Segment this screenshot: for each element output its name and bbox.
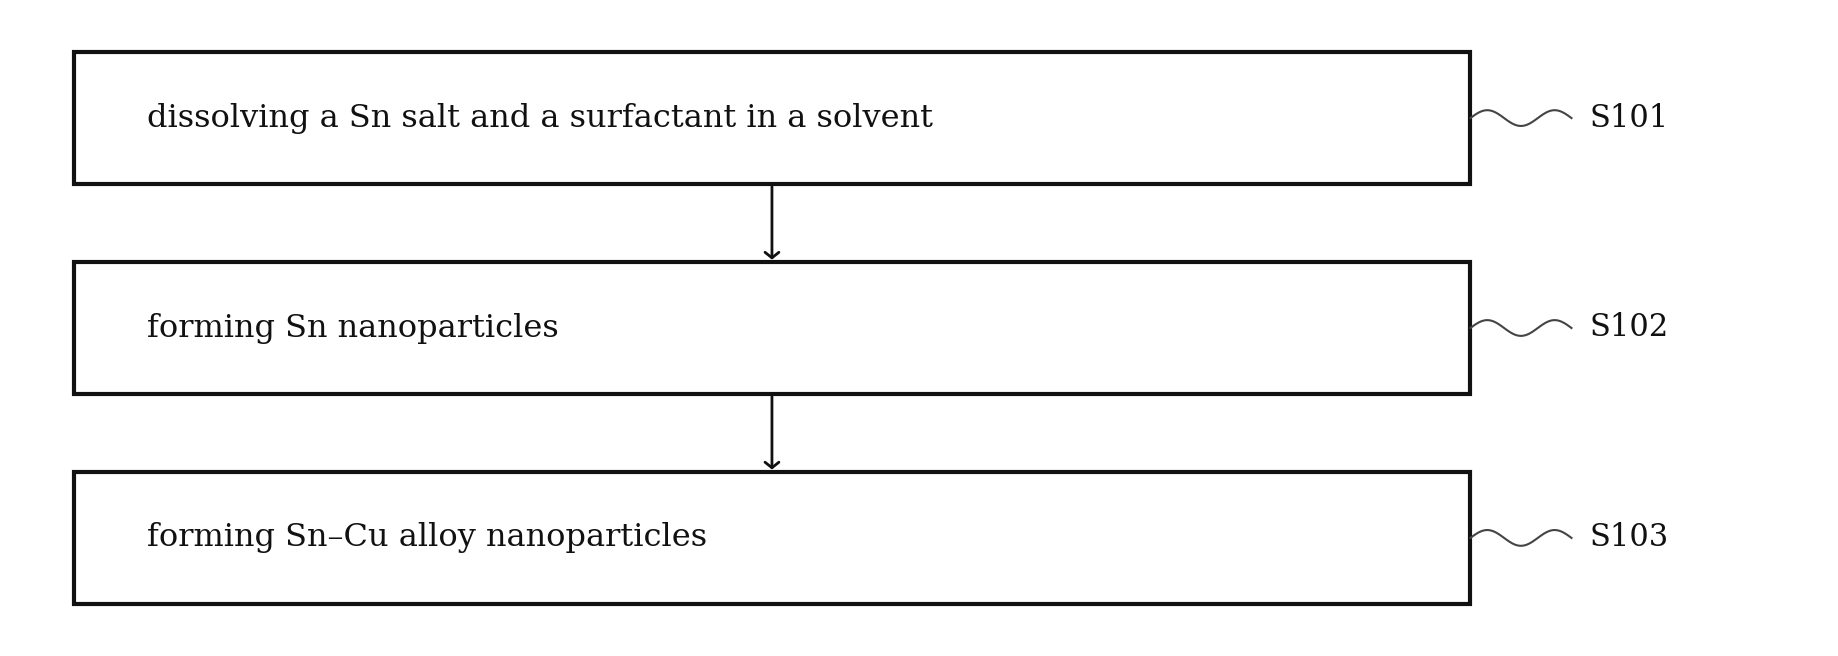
Bar <box>74 472 1470 604</box>
Text: dissolving a Sn salt and a surfactant in a solvent: dissolving a Sn salt and a surfactant in… <box>147 102 934 134</box>
Text: S101: S101 <box>1590 102 1669 134</box>
Bar <box>74 262 1470 394</box>
Text: forming Sn nanoparticles: forming Sn nanoparticles <box>147 312 559 344</box>
Text: S103: S103 <box>1590 522 1669 554</box>
Bar <box>74 52 1470 184</box>
Text: S102: S102 <box>1590 312 1669 344</box>
Text: forming Sn–Cu alloy nanoparticles: forming Sn–Cu alloy nanoparticles <box>147 522 708 554</box>
